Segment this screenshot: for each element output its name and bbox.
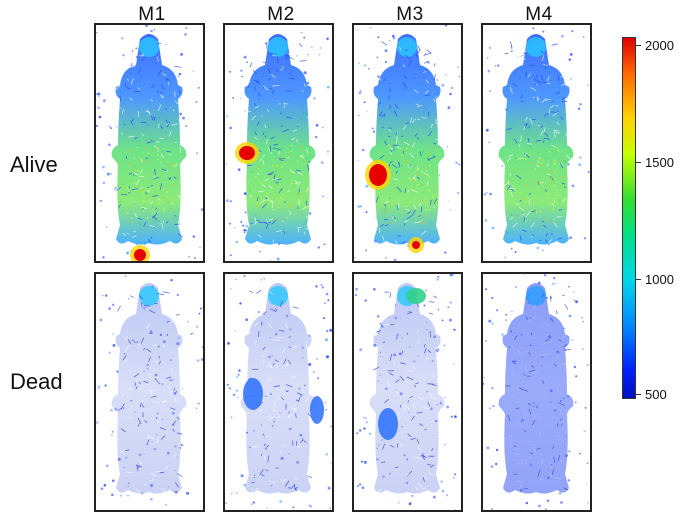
column-label-m2: M2 [267,4,295,25]
image-panel-dead-m4 [481,272,592,512]
scale-label-500: 500 [645,387,667,402]
column-label-m4: M4 [525,4,553,25]
row-label-alive: Alive [10,152,58,177]
scale-tick [636,45,641,46]
image-panel-alive-m4 [481,23,592,263]
scale-label-2000: 2000 [645,38,674,53]
column-label-m3: M3 [396,4,424,25]
image-panel-alive-m3 [352,23,463,263]
image-panel-alive-m2 [223,23,334,263]
image-panel-dead-m2 [223,272,334,512]
image-panel-dead-m3 [352,272,463,512]
scale-tick [636,394,641,395]
scale-tick [636,279,641,280]
image-panel-alive-m1 [94,23,205,263]
image-panel-dead-m1 [94,272,205,512]
row-label-dead: Dead [10,369,63,394]
color-scale-bar [622,37,636,399]
scale-label-1000: 1000 [645,272,674,287]
column-label-m1: M1 [138,4,166,25]
scale-tick [636,162,641,163]
scale-label-1500: 1500 [645,155,674,170]
